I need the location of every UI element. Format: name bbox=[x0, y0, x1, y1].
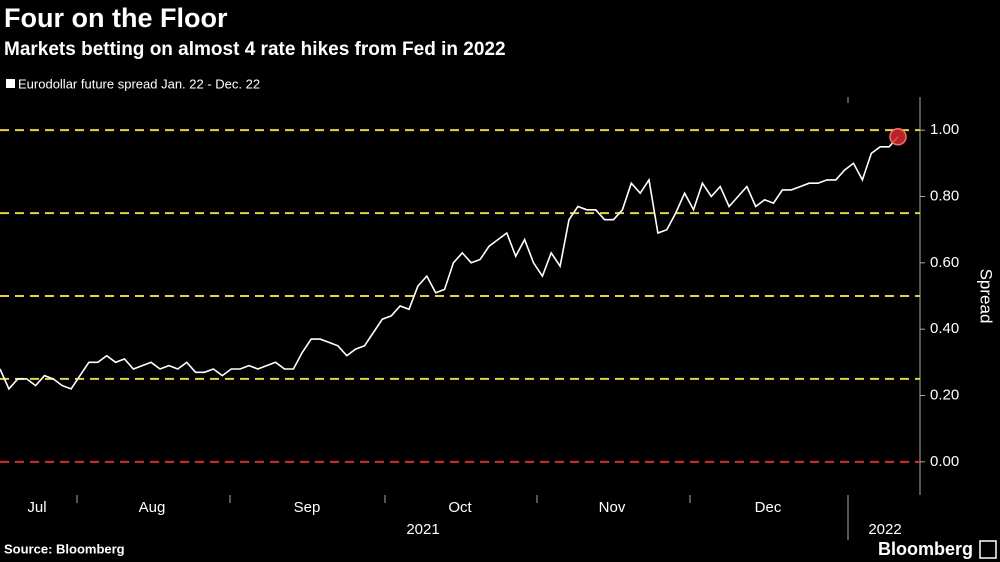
x-tick-label: Oct bbox=[448, 499, 472, 516]
source: Source: Bloomberg bbox=[4, 541, 125, 556]
y-tick-label: 0.60 bbox=[930, 254, 959, 271]
y-tick-label: 0.20 bbox=[930, 386, 959, 403]
series-line bbox=[0, 136, 899, 391]
y-tick-label: 1.00 bbox=[930, 121, 959, 138]
y-tick-label: 0.40 bbox=[930, 320, 959, 337]
y-tick-label: 0.00 bbox=[930, 453, 959, 470]
chart-subtitle: Markets betting on almost 4 rate hikes f… bbox=[4, 39, 506, 60]
legend-label: Eurodollar future spread Jan. 22 - Dec. … bbox=[18, 76, 260, 91]
y-tick-label: 0.80 bbox=[930, 187, 959, 204]
brand-icon bbox=[979, 540, 997, 559]
x-tick-label: Aug bbox=[139, 499, 166, 516]
legend-swatch bbox=[6, 79, 15, 88]
last-point-marker bbox=[889, 128, 907, 146]
x-tick-label: Jul bbox=[27, 499, 46, 516]
y-axis-label: Spread bbox=[977, 269, 996, 324]
x-year-label: 2021 bbox=[406, 521, 439, 538]
x-tick-label: Dec bbox=[755, 499, 782, 516]
x-tick-label: Sep bbox=[294, 499, 321, 516]
chart-title: Four on the Floor bbox=[4, 3, 228, 33]
x-tick-label: Nov bbox=[599, 499, 626, 516]
x-year-label: 2022 bbox=[868, 521, 901, 538]
brand: Bloomberg bbox=[878, 539, 973, 559]
